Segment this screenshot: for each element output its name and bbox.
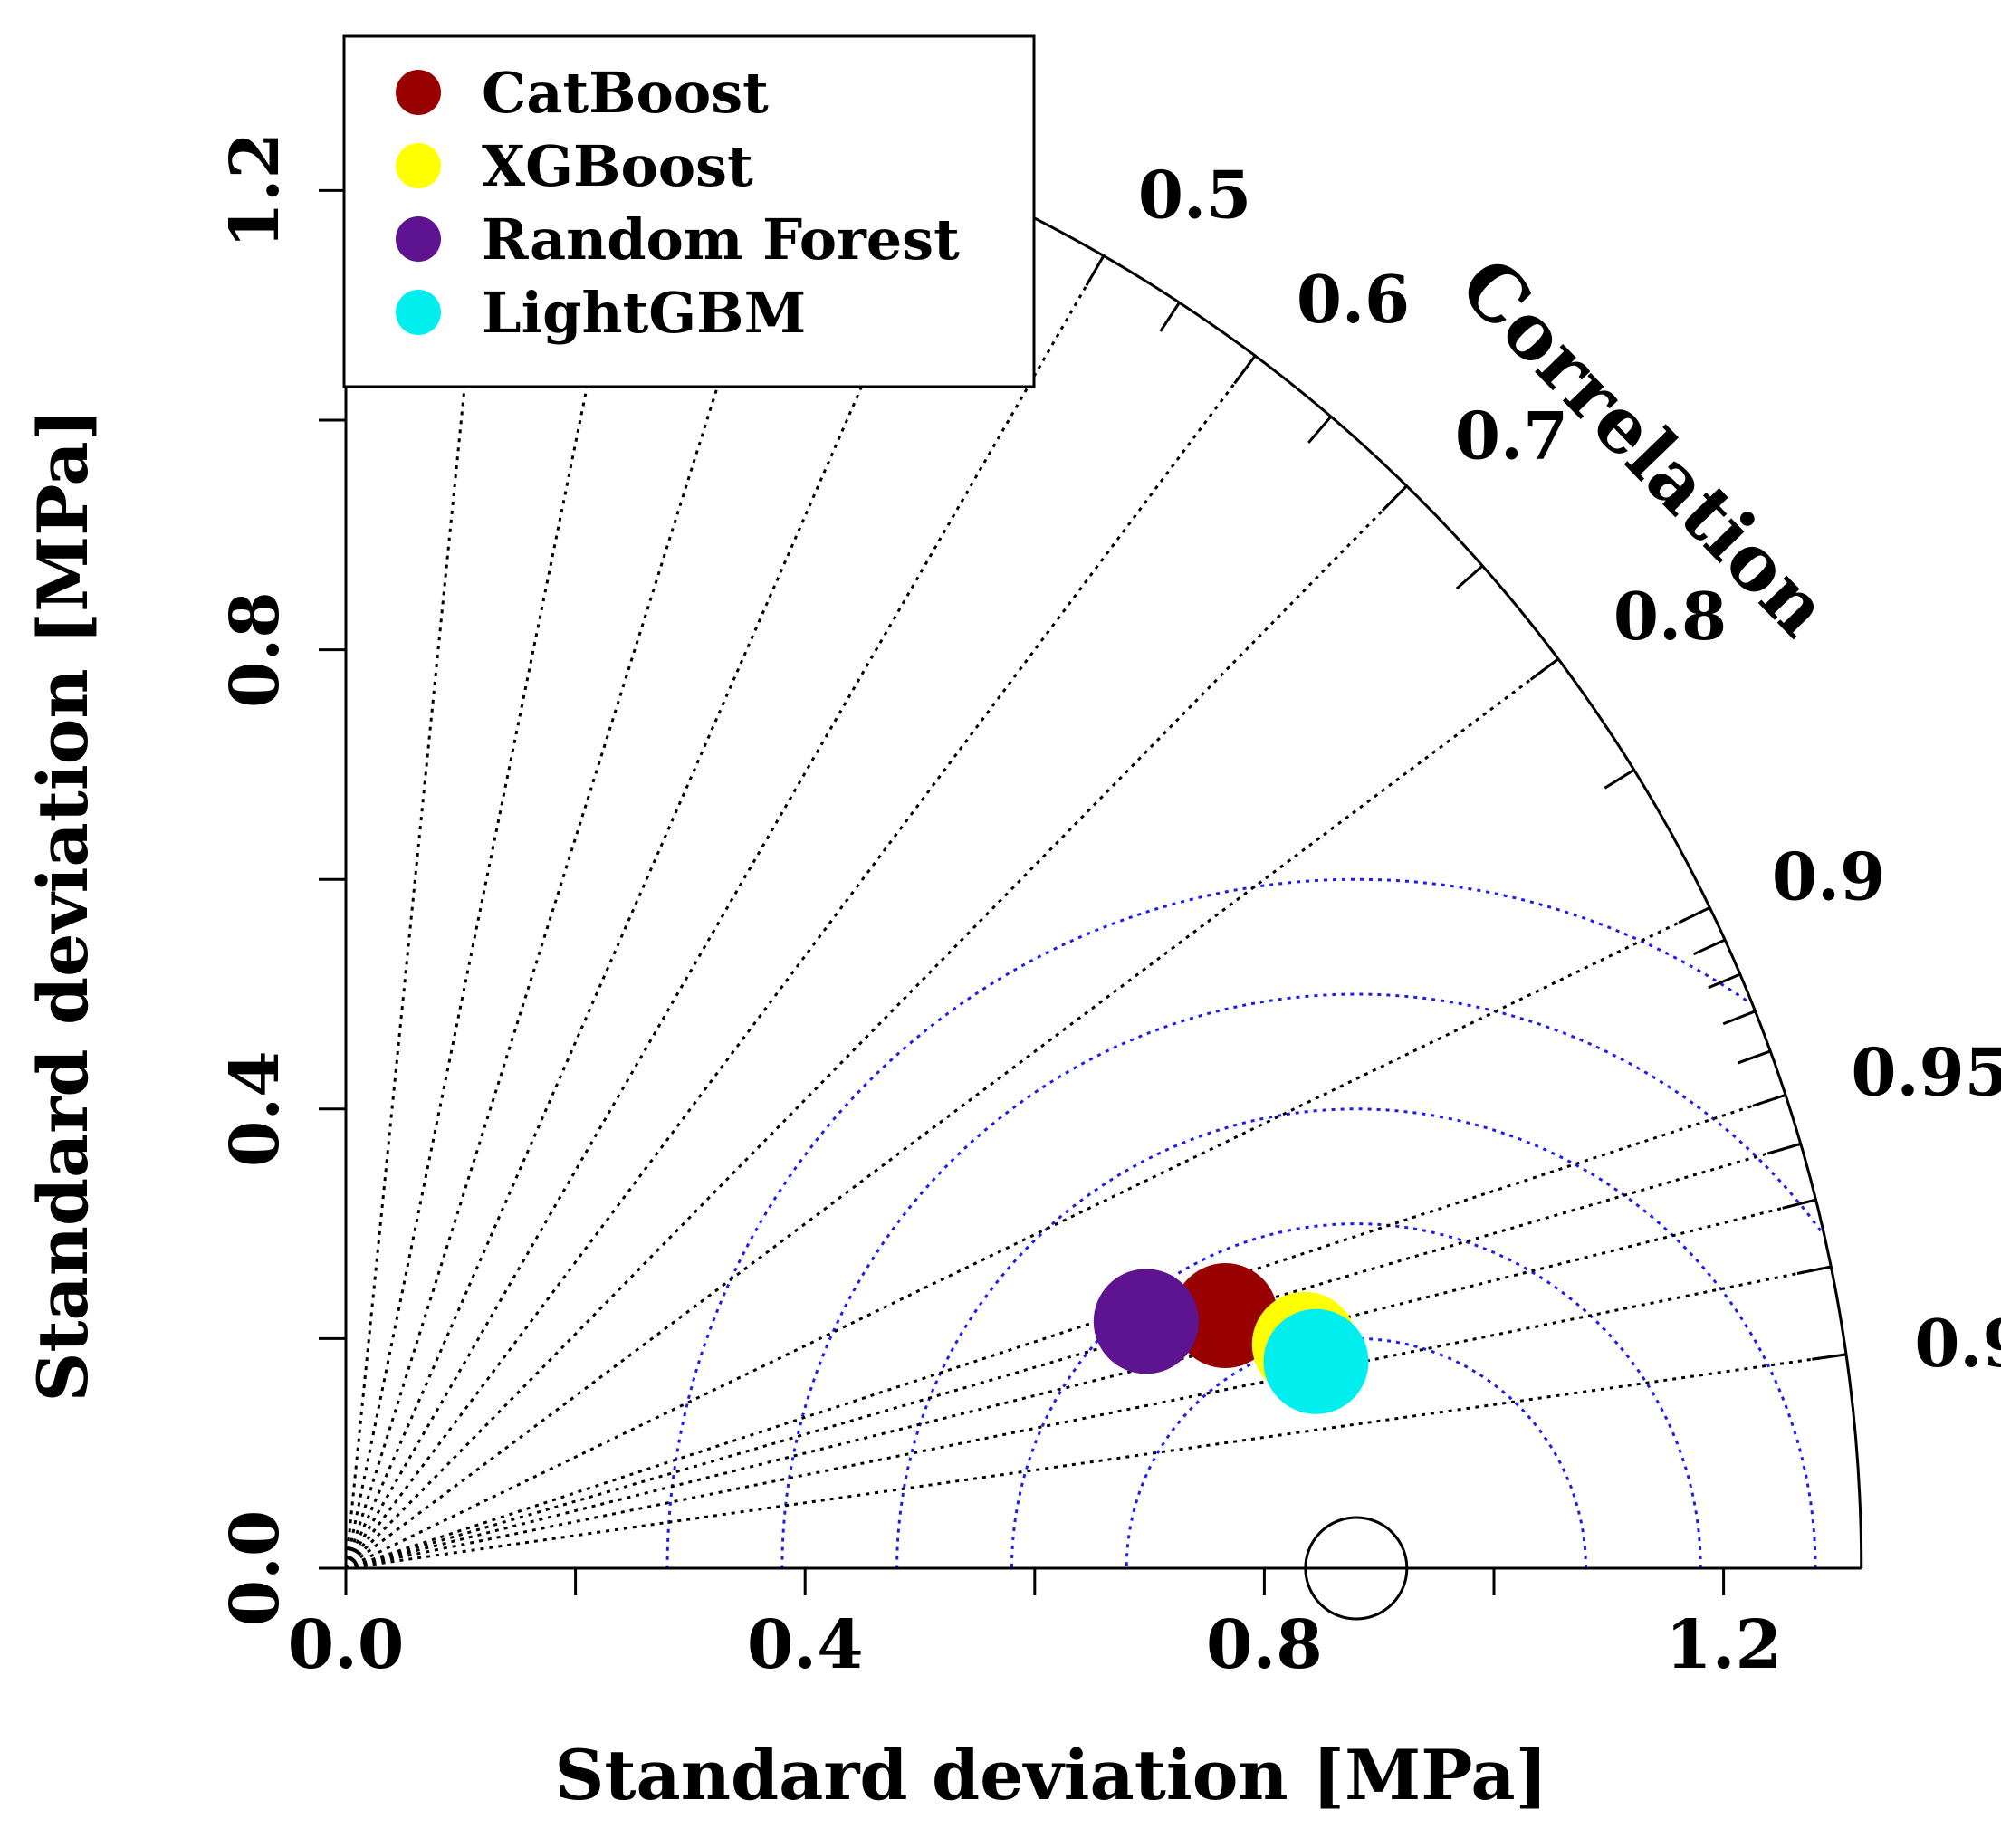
correlation-label: 0.5	[1138, 157, 1251, 234]
correlation-tick	[1796, 1265, 1832, 1275]
axes-layer: 0.5 0.6 0.7 0.8 0.9 0.95 0.99 0.0 0.4 0.8 1.2 0.0 0.…	[216, 51, 2001, 1684]
correlation-tick	[1307, 416, 1333, 444]
correlation-tick	[1782, 1198, 1816, 1210]
y-tick-label: 1.2	[216, 132, 294, 249]
correlation-line	[345, 1198, 1816, 1570]
x-tick-label: 1.2	[1665, 1606, 1782, 1684]
grid-layer	[344, 60, 1847, 1570]
correlation-tick	[1159, 302, 1181, 332]
correlation-line	[344, 254, 1106, 1569]
x-tick-label: 0.0	[288, 1606, 405, 1684]
correlation-label: 0.95	[1851, 1034, 2001, 1111]
x-axis-title: Standard deviation [MPa]	[554, 1735, 1547, 1815]
correlation-tick	[1381, 484, 1408, 512]
correlation-label: 0.7	[1455, 397, 1568, 474]
correlation-tick	[1812, 1353, 1847, 1361]
legend-marker	[396, 143, 441, 188]
points-layer	[1093, 1263, 1409, 1621]
reference-marker	[1304, 1516, 1409, 1621]
legend: CatBoost XGBoost Random Forest LightGBM	[342, 34, 1036, 388]
correlation-tick	[1722, 1010, 1757, 1026]
correlation-label: 0.9	[1772, 838, 1885, 914]
rmsd-circle	[780, 992, 1822, 1569]
correlation-label: 0.6	[1297, 261, 1410, 338]
correlation-line	[345, 906, 1711, 1570]
correlation-label: 0.99	[1914, 1305, 2001, 1382]
rmsd-circle	[1125, 1336, 1587, 1569]
correlation-tick	[1752, 1093, 1786, 1107]
correlation-tick	[1455, 564, 1484, 590]
correlation-tick	[1766, 1142, 1802, 1155]
correlation-tick	[1604, 769, 1635, 790]
y-tick-label: 0.8	[216, 591, 294, 708]
correlation-line	[345, 1142, 1802, 1570]
correlation-line	[344, 355, 1257, 1569]
x-tick-label: 0.8	[1206, 1606, 1323, 1684]
correlation-tick	[1085, 254, 1106, 287]
legend-label: CatBoost	[482, 60, 769, 126]
legend-marker	[396, 70, 441, 115]
correlation-tick	[1738, 1049, 1771, 1065]
correlation-line	[345, 1353, 1847, 1570]
correlation-tick	[1708, 972, 1741, 990]
correlation-tick	[1529, 657, 1559, 681]
correlation-tick	[1233, 355, 1257, 385]
correlation-line	[345, 1265, 1832, 1570]
y-tick-label: 0.0	[216, 1510, 294, 1627]
correlation-label: 0.8	[1613, 578, 1727, 655]
y-tick-label: 0.4	[216, 1050, 294, 1167]
legend-label: Random Forest	[482, 206, 960, 273]
x-tick-label: 0.4	[747, 1606, 864, 1684]
correlation-line	[345, 1093, 1786, 1570]
legend-marker	[396, 290, 441, 335]
legend-box	[342, 34, 1036, 388]
correlation-tick	[1692, 938, 1726, 956]
y-axis-title: Standard deviation [MPa]	[23, 408, 103, 1402]
rmsd-circle	[665, 877, 1747, 1569]
point-lightgbm	[1263, 1308, 1369, 1414]
correlation-line	[345, 657, 1559, 1570]
legend-label: LightGBM	[482, 280, 806, 346]
correlation-tick	[1678, 906, 1711, 924]
legend-marker	[396, 216, 441, 262]
point-catboost	[1173, 1263, 1278, 1369]
point-random-forest	[1093, 1269, 1199, 1374]
legend-label: XGBoost	[482, 133, 753, 199]
